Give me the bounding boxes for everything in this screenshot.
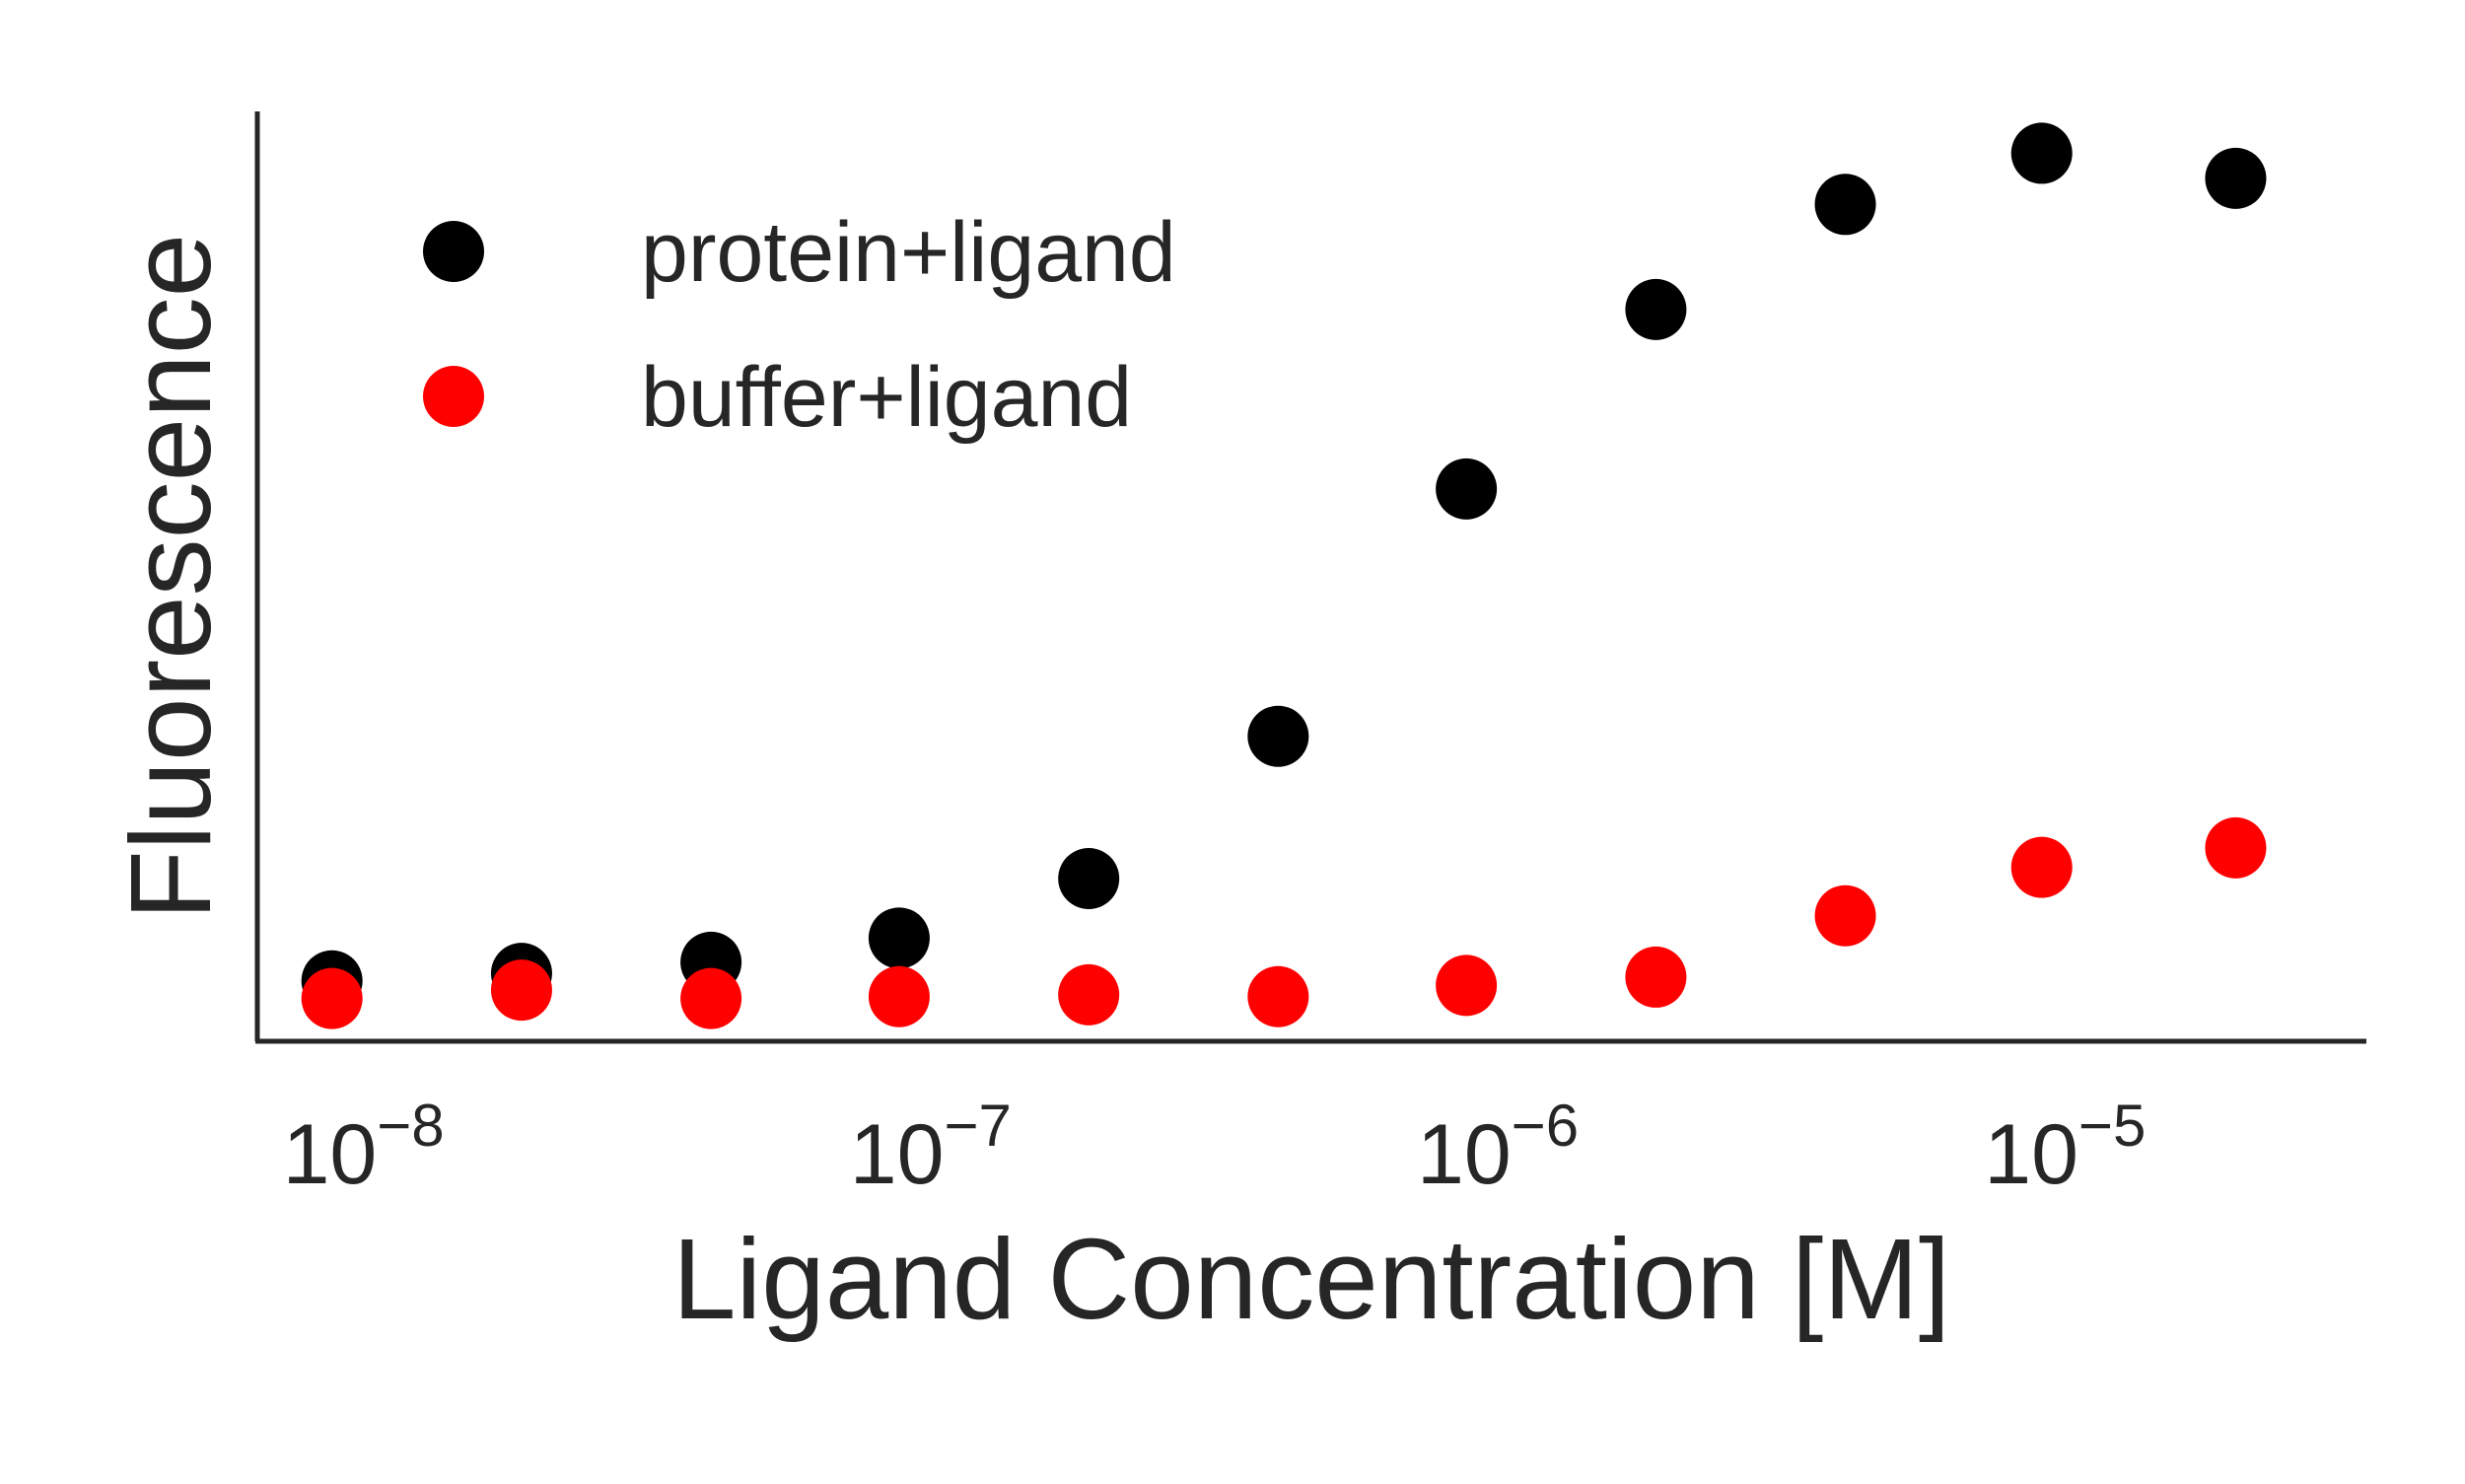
data-point [1625,946,1687,1008]
data-point [868,965,930,1027]
y-axis-label: Fluorescence [106,234,235,920]
data-point [1814,174,1876,236]
data-point [868,907,930,969]
data-point [2010,836,2073,898]
data-point [1436,458,1498,520]
data-point [1247,965,1309,1027]
data-point [1058,847,1120,909]
data-point [680,967,742,1029]
data-point [1814,884,1876,947]
data-point [2205,147,2267,209]
data-point [2010,122,2073,184]
data-point [2205,816,2267,879]
data-point [1625,278,1687,340]
x-tick-exponent: −7 [944,1093,1011,1159]
data-point [1058,963,1120,1025]
x-tick-label: 10−6 [1417,1093,1579,1202]
series-1-points [301,816,2267,1029]
legend-item: buffer+ligand [423,350,1132,445]
legend-label: protein+ligand [641,205,1176,300]
x-tick-labels: 10−8 10−7 10−6 10−5 [283,1093,2147,1202]
legend-marker [423,221,484,282]
legend-label: buffer+ligand [641,350,1132,445]
data-point [1436,954,1498,1017]
legend: protein+ligand buffer+ligand [423,205,1176,445]
x-tick-base: 10 [1984,1107,2078,1202]
x-tick-exponent: −8 [377,1093,444,1159]
x-axis-label: Ligand Concentration [M] [672,1215,1950,1343]
x-tick-exponent: −6 [1512,1093,1579,1159]
x-tick-label: 10−5 [1984,1093,2146,1202]
x-tick-base: 10 [1417,1107,1512,1202]
x-tick-exponent: −5 [2078,1093,2146,1159]
x-tick-base: 10 [850,1107,945,1202]
data-point [301,967,363,1029]
x-tick-label: 10−8 [283,1093,445,1202]
legend-item: protein+ligand [423,205,1176,300]
x-tick-label: 10−7 [850,1093,1012,1202]
data-point [1247,705,1309,767]
data-point [490,959,552,1022]
x-tick-base: 10 [283,1107,378,1202]
series-0-points [301,122,2267,1012]
data-points [301,122,2267,1029]
axes [254,111,2366,1044]
legend-marker [423,366,484,427]
